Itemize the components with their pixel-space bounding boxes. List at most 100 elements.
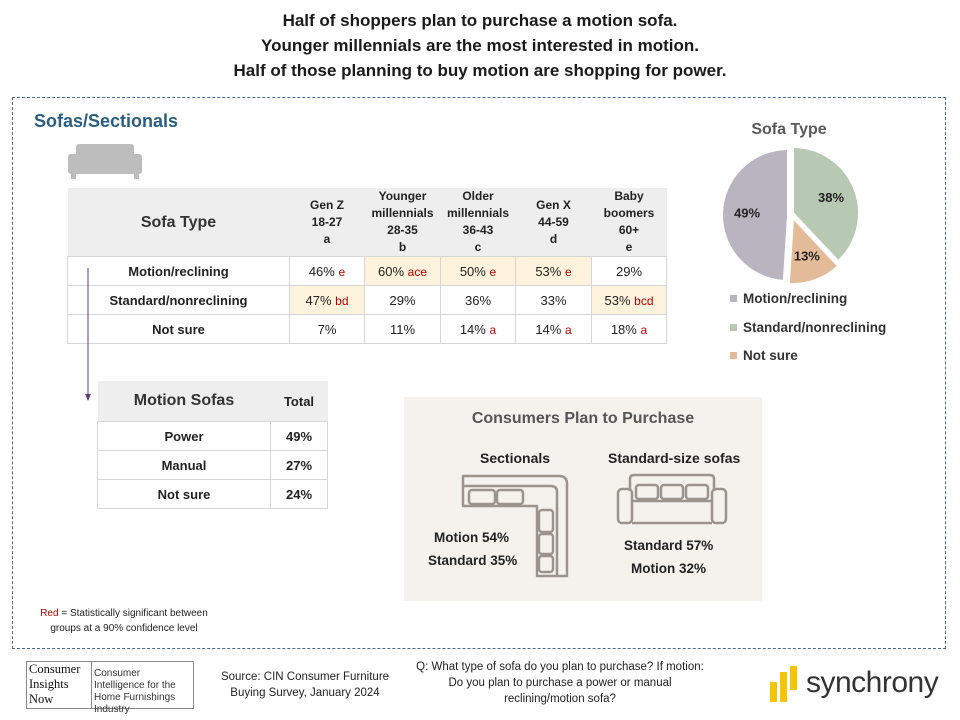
table-cell: 14% a [515,314,592,344]
motion-row-value: 24% [270,479,328,509]
significance-letters: a [640,322,648,337]
pie-data-label: 38% [818,190,844,205]
table-cell: 50% e [440,256,516,286]
motion-table-body: Power 49% Manual 27% Not sure 24% [97,421,328,509]
standard-sofas-title: Standard-size sofas [608,450,741,466]
pie-slice-standard-nonreclining [792,145,860,263]
cell-value: 7% [317,321,337,337]
standard-sofas-motion-stat: Motion 32% [631,561,707,576]
survey-question: Q: What type of sofa do you plan to purc… [416,661,704,705]
significance-letters: e [489,264,497,279]
pie-slice-motion-reclining [721,147,789,282]
arrow-connector [85,268,91,401]
table-cell: 7% [289,314,365,344]
pie-data-label: 13% [794,249,820,264]
table-cell: 36% [440,285,516,315]
table-header-label: Sofa Type [67,188,290,257]
table-cell: 53% bcd [591,285,667,315]
cell-value: 60% [377,263,405,279]
table-cell: 53% e [515,256,592,286]
table-body: Motion/reclining 46% e 60% ace 50% e 53% e 29… [67,256,667,344]
synchrony-wordmark: synchrony [806,666,939,699]
table-row: Standard/nonreclining 47% bd 29% 36% 33% 53% … [67,285,667,315]
table-row: Motion/reclining 46% e 60% ace 50% e 53% e 29… [67,256,667,286]
cell-value: 47% [305,292,332,308]
cell-value: 33% [540,292,567,308]
table-cell: 46% e [289,256,365,286]
sectional-sofa-icon [461,474,569,578]
cell-value: 14% [535,321,562,337]
headline-line-1: Half of shoppers plan to purchase a moti… [282,11,678,30]
consumers-panel-title: Consumers Plan to Purchase [471,410,695,427]
row-label: Standard/nonreclining [67,285,290,315]
motion-row-label: Not sure [97,479,271,509]
table-header-row: Sofa Type Gen Z 18-27 a Younger millennial… [67,188,667,257]
table-cell: 14% a [440,314,516,344]
motion-row-label: Manual [97,450,271,480]
cell-value: 53% [535,263,562,279]
standard-sofa-icon [616,473,728,525]
legend-label-standard: Standard/nonreclining [743,320,887,335]
pie-chart-title: Sofa Type [751,121,827,138]
significance-letters: bcd [634,293,654,308]
sectionals-standard-stat: Standard 35% [428,553,518,568]
synchrony-mark-icon [770,666,797,702]
column-header: Gen X 44-59 d [515,188,592,257]
table-cell: 11% [364,314,441,344]
significance-letters: ace [407,264,427,279]
legend-swatch-not-sure [730,351,737,359]
pie-data-label: 49% [734,206,760,221]
row-label: Not sure [67,314,290,344]
headline-line-2: Younger millennials are the most interes… [261,36,699,55]
cell-value: 53% [604,292,631,308]
column-header: Younger millennials 28-35 b [364,188,441,257]
standard-sofas-standard-stat: Standard 57% [624,538,714,553]
headline: Half of shoppers plan to purchase a moti… [0,8,960,83]
table-row: Not sure 7% 11% 14% a 14% a 18% a [67,314,667,344]
significance-letters: a [564,322,572,337]
table-cell: 60% ace [364,256,441,286]
legend-label-motion: Motion/reclining [743,291,848,306]
motion-table-total-label: Total [270,381,328,422]
sectionals-motion-stat: Motion 54% [434,530,510,545]
legend-swatch-motion [730,294,737,302]
motion-table-row: Power 49% [97,421,328,451]
cell-value: 29% [389,292,416,308]
table-cell: 29% [591,256,667,286]
content-frame [12,97,946,649]
motion-row-value: 27% [270,450,328,480]
consumers-plan-panel: Consumers Plan to Purchase Sectionals St… [404,397,762,601]
significance-letters: bd [335,293,349,308]
significance-letters: a [489,322,497,337]
legend-item-standard: Standard/nonreclining [730,320,886,335]
footnote-red-word: Red [40,608,59,619]
column-header: Older millennials 36-43 c [440,188,516,257]
footnote-text: = Statistically significant between grou… [50,608,208,634]
cell-value: 46% [308,263,335,279]
cell-value: 50% [459,263,486,279]
motion-row-label: Power [97,421,271,451]
cin-logo-description: Consumer Intelligence for the Home Furni… [94,668,176,715]
sofa-type-pie-chart: 38% 13% 49% [721,145,860,285]
legend-label-not-sure: Not sure [743,348,798,363]
legend-item-not-sure: Not sure [730,348,798,363]
cell-value: 36% [464,292,492,308]
legend-item-motion: Motion/reclining [730,291,847,306]
cin-logo: Consumer Insights Now Consumer Intellige… [26,661,194,715]
motion-sofas-table: Motion Sofas Total Power 49% Manual 27% Not … [97,381,328,509]
table-cell: 33% [515,285,592,315]
column-header: Gen Z 18-27 a [289,188,365,257]
motion-table-header: Motion Sofas Total [97,381,328,422]
column-header: Baby boomers 60+ e [591,188,667,257]
significance-footnote: Red = Statistically significant between … [24,606,224,636]
row-label: Motion/reclining [67,256,290,286]
significance-letters: e [338,264,346,279]
motion-table-row: Manual 27% [97,450,328,480]
significance-letters: e [564,264,572,279]
section-title: Sofas/Sectionals [34,111,179,131]
sectionals-title: Sectionals [480,450,551,466]
headline-line-3: Half of those planning to buy motion are… [233,61,727,80]
motion-table-title: Motion Sofas [97,381,271,422]
legend-swatch-standard [730,323,737,331]
source-note: Source: CIN Consumer Furniture Buying Su… [220,671,390,699]
